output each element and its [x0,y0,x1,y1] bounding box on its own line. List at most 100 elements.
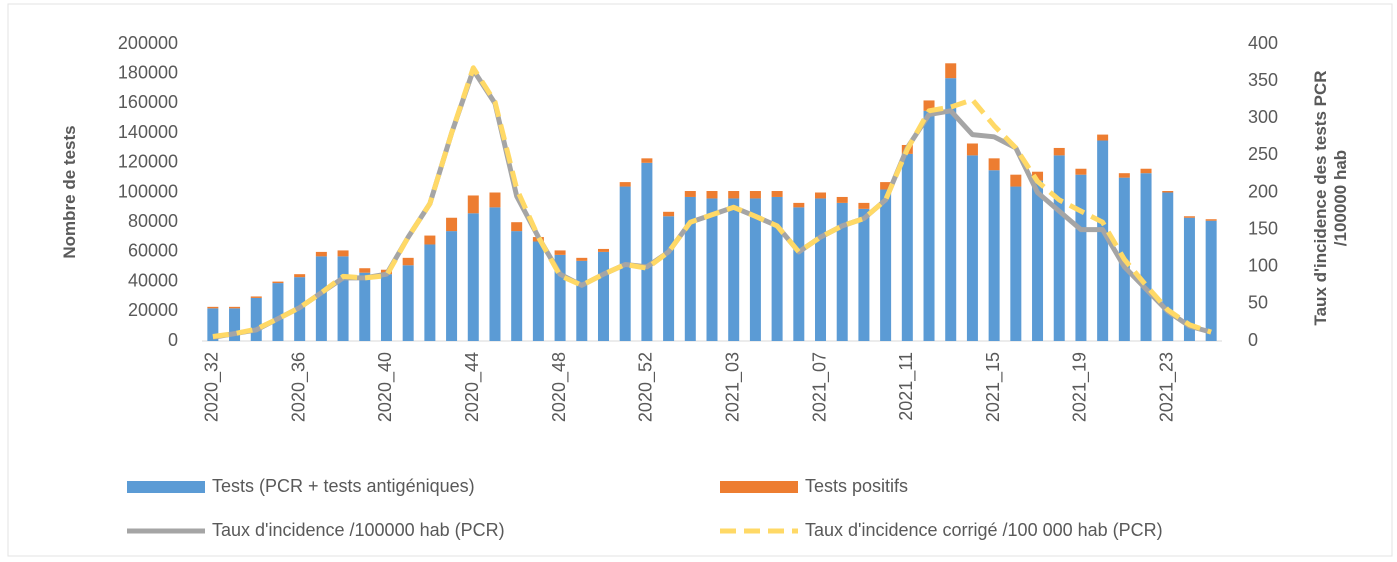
bar [554,250,566,255]
y2-tick-label: 150 [1248,218,1278,238]
y-axis-title: Nombre de tests [60,125,79,259]
bar [576,260,588,341]
bar [1140,168,1152,174]
bar [988,158,1000,171]
y2-tick-label: 0 [1248,330,1258,350]
y-tick-label: 180000 [118,62,178,82]
bar [1118,173,1130,178]
bar [1075,168,1087,175]
bar [272,283,284,341]
bar [446,217,458,232]
x-tick-label: 2020_52 [636,352,657,422]
bar [728,198,740,341]
bar [880,182,892,190]
bar [576,257,588,261]
bar [294,274,306,278]
y2-tick-label: 50 [1248,293,1268,313]
bar [207,306,219,309]
bar [315,251,327,257]
bar [684,196,696,341]
bar [359,272,371,341]
bar [771,191,783,197]
x-tick-label: 2021_23 [1156,352,1177,422]
bar [1162,191,1174,193]
bar [511,222,523,232]
bar [489,207,501,341]
bar [272,281,284,284]
y2-axis-title: Taux d'incidence des tests PCR /100000 h… [1311,70,1350,326]
bar [1032,171,1044,181]
bar [207,308,219,341]
legend-label: Tests (PCR + tests antigéniques) [212,476,475,496]
bar [1010,174,1022,187]
x-tick-label: 2021_15 [983,352,1004,422]
y2-tick-label: 100 [1248,256,1278,276]
y-tick-label: 120000 [118,152,178,172]
bar [467,195,479,214]
bar [945,63,957,79]
bar [489,192,501,208]
y2-tick-label: 300 [1248,107,1278,127]
bar [229,306,241,309]
bar [858,208,870,341]
bar [641,158,653,163]
bar [901,153,913,341]
bar [1097,140,1109,341]
bar [402,257,414,266]
x-tick-label: 2020_40 [375,352,396,422]
bar [1032,180,1044,341]
bar [1010,186,1022,341]
y2-tick-label: 200 [1248,181,1278,201]
bar [1205,219,1217,221]
bar [1053,147,1065,156]
bar [966,155,978,341]
legend-label: Taux d'incidence /100000 hab (PCR) [212,520,505,540]
y-tick-label: 0 [168,330,178,350]
bar [1097,134,1109,141]
bar [945,78,957,341]
bar [1183,216,1195,218]
bar [467,213,479,341]
bar [359,268,371,273]
bar [749,191,761,199]
bar [532,241,544,341]
bar [706,198,718,341]
bar [1053,155,1065,341]
bar [663,211,675,217]
y2-tick-label: 400 [1248,33,1278,53]
legend-swatch [720,481,798,493]
bar [836,202,848,341]
bar [684,191,696,197]
y2-tick-label: 250 [1248,144,1278,164]
bar [424,244,436,341]
bar [771,196,783,341]
x-tick-label: 2021_19 [1070,352,1091,422]
y-tick-label: 40000 [128,270,178,290]
x-tick-label: 2020_48 [549,352,570,422]
bar [1162,192,1174,341]
bar [880,189,892,341]
bar [229,308,241,341]
bar [597,251,609,341]
bar [1183,217,1195,341]
bar [793,207,805,341]
bar [923,110,935,341]
bar [706,191,718,199]
bar [815,198,827,341]
legend-swatch [127,481,205,493]
bar [402,265,414,341]
bar [424,235,436,245]
y-tick-label: 20000 [128,300,178,320]
bar [988,170,1000,341]
bar [793,202,805,208]
y-tick-label: 140000 [118,122,178,142]
bar [836,196,848,203]
y2-tick-label: 350 [1248,70,1278,90]
x-tick-label: 2021_07 [809,352,830,422]
bar [380,274,392,341]
bar [250,297,262,341]
bar [923,100,935,111]
bar [1205,220,1217,341]
bar [554,254,566,341]
